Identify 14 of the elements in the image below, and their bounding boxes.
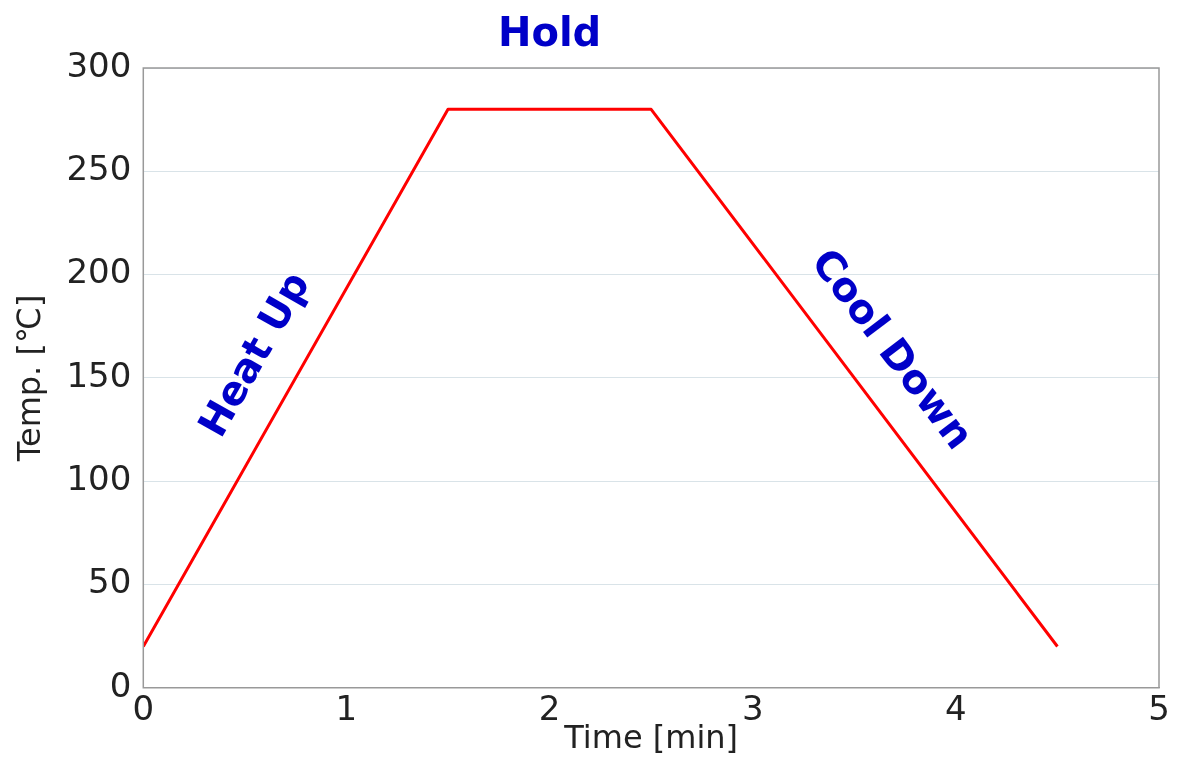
x-tick-label: 2 [538,688,561,729]
y-tick-label: 250 [66,148,132,189]
y-axis-title: Temp. [℃] [9,294,48,463]
x-tick-label: 1 [335,688,358,729]
x-tick-label: 4 [945,688,967,729]
y-tick-label: 300 [66,44,132,85]
x-axis-title: Time [min] [563,718,739,757]
y-tick-label: 50 [88,561,132,602]
y-tick-label: 200 [66,251,132,292]
y-tick-label: 100 [66,458,132,499]
x-tick-label: 3 [741,688,764,729]
y-tick-label: 150 [66,354,132,395]
text: Hold [497,9,602,56]
x-tick-label: 5 [1148,688,1170,729]
